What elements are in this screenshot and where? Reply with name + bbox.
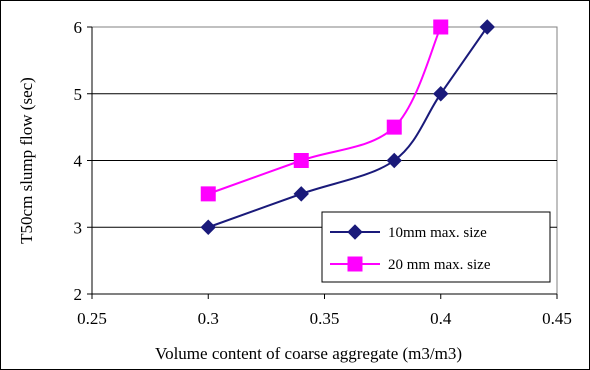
y-tick-label: 3: [74, 218, 83, 237]
y-tick-label: 5: [74, 85, 83, 104]
x-tick-label: 0.45: [542, 309, 572, 328]
data-point-marker: [433, 19, 449, 35]
legend-entry: 20 mm max. size: [330, 256, 491, 273]
legend-label: 10mm max. size: [388, 225, 487, 241]
data-point-marker: [200, 219, 216, 235]
data-point-marker: [293, 186, 309, 202]
y-tick-label: 6: [74, 18, 83, 37]
data-point-marker: [433, 86, 449, 102]
data-point-marker: [386, 119, 402, 135]
legend-items: 10mm max. size 20 mm max. size: [330, 224, 491, 273]
series-1: [200, 19, 495, 235]
data-point-marker: [479, 19, 495, 35]
series-line: [207, 26, 442, 195]
data-point-marker: [293, 153, 309, 168]
legend-entry: 10mm max. size: [330, 224, 487, 241]
y-tick-label: 4: [74, 152, 83, 171]
data-point-marker: [200, 186, 216, 202]
series-layer: [200, 19, 495, 235]
x-tick-label: 0.3: [198, 309, 219, 328]
axis-ticks: 2 3 4 5 6 0.25 0.3 0.35 0.4 0.45: [74, 18, 572, 328]
legend-label: 20 mm max. size: [388, 257, 491, 273]
series-2: [200, 19, 449, 202]
data-point-marker: [386, 152, 402, 169]
y-tick-label: 2: [74, 285, 83, 304]
x-tick-label: 0.35: [310, 309, 340, 328]
x-tick-label: 0.25: [77, 309, 107, 328]
x-tick-label: 0.4: [430, 309, 452, 328]
y-axis-label: T50cm slump flow (sec): [17, 77, 36, 244]
legend: 10mm max. size 20 mm max. size: [321, 211, 551, 283]
x-axis-label: Volume content of coarse aggregate (m3/m…: [155, 344, 462, 363]
legend-swatch-marker: [347, 224, 363, 240]
legend-swatch-marker: [347, 256, 363, 272]
